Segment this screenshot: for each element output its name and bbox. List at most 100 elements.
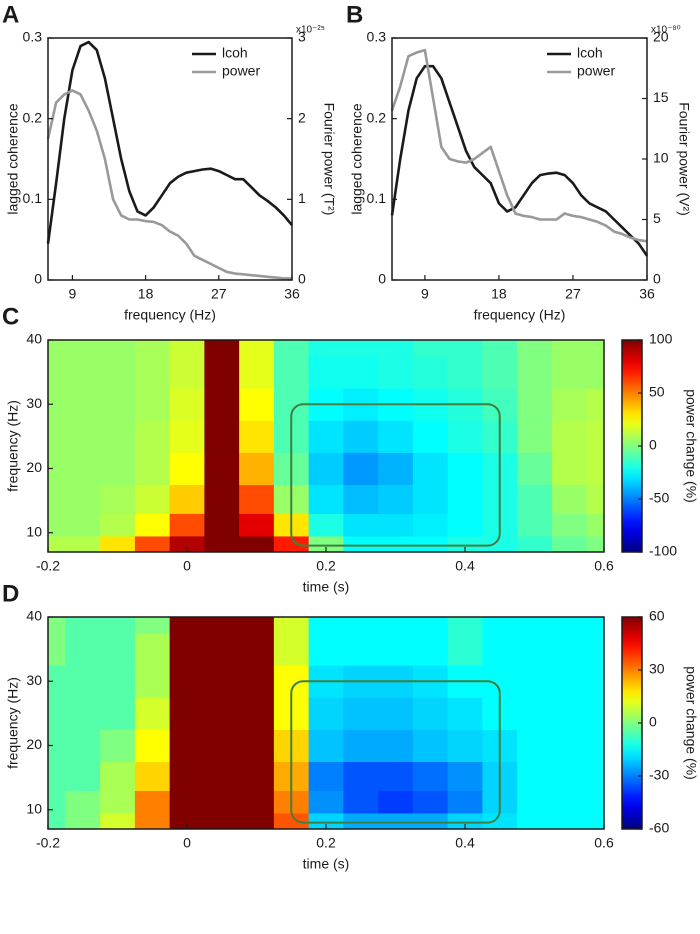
heat-cell	[65, 812, 101, 830]
colorbar-tick-label: -100	[649, 543, 677, 559]
heat-cell	[100, 420, 136, 453]
heat-cell	[134, 356, 171, 389]
heat-cell	[517, 452, 553, 486]
legend-label: lcoh	[222, 45, 248, 61]
heat-cell	[65, 633, 101, 666]
heat-cell	[65, 535, 101, 553]
y2-tick-label: 1	[298, 190, 306, 206]
heat-cell	[343, 633, 379, 666]
heat-cell	[239, 761, 275, 791]
heat-cell	[48, 790, 66, 814]
heat-cell	[134, 513, 171, 537]
heat-cell	[204, 452, 240, 486]
heat-cell	[65, 697, 101, 730]
heat-cell	[551, 356, 588, 389]
heat-cell	[551, 340, 588, 357]
heat-cell	[65, 420, 101, 453]
x-tick-label: 27	[565, 286, 581, 302]
heat-cell	[204, 761, 240, 791]
heat-cell	[517, 697, 553, 730]
heat-cell	[517, 340, 553, 357]
heat-cell	[482, 633, 518, 666]
heat-cell	[273, 356, 310, 389]
y-tick-label: 0.2	[367, 109, 387, 125]
heat-cell	[48, 484, 66, 514]
heat-cell	[48, 452, 66, 486]
heat-cell	[447, 617, 483, 634]
heat-cell	[65, 513, 101, 537]
x-tick-label: -0.2	[36, 558, 60, 574]
x-tick-label: 9	[69, 286, 77, 302]
heat-cell	[204, 535, 240, 553]
heat-cell	[343, 790, 379, 814]
heat-cell	[551, 812, 588, 830]
heat-cell	[134, 812, 171, 830]
heat-cell	[65, 452, 101, 486]
heat-cell	[169, 665, 205, 698]
heat-cell	[169, 356, 205, 389]
heat-cell	[134, 535, 171, 553]
heat-cell	[273, 633, 310, 666]
heat-cell	[447, 812, 483, 830]
heat-cell	[100, 761, 136, 791]
heat-cell	[65, 665, 101, 698]
heat-cell	[169, 633, 205, 666]
heat-cell	[239, 356, 275, 389]
heat-cell	[134, 665, 171, 698]
heat-cell	[586, 812, 605, 830]
heat-cell	[412, 484, 449, 514]
heat-cell	[169, 340, 205, 357]
heat-cell	[586, 484, 605, 514]
heat-cell	[308, 356, 344, 389]
colorbar-tick-label: 100	[649, 331, 673, 347]
heat-cell	[100, 356, 136, 389]
x-tick-label: 18	[491, 286, 507, 302]
heat-cell	[204, 790, 240, 814]
heat-cell	[343, 484, 379, 514]
y2-tick-label: 0	[653, 271, 661, 287]
heat-cell	[551, 484, 588, 514]
series-line	[390, 64, 649, 257]
heat-cell	[586, 729, 605, 763]
colorbar-label: power change (%)	[683, 389, 699, 503]
y-tick-label: 40	[26, 608, 42, 624]
heat-cell	[378, 356, 414, 389]
y2-exponent: x10⁻⁸⁰	[651, 25, 681, 36]
heat-cell	[100, 665, 136, 698]
heat-cell	[378, 697, 414, 730]
heat-cell	[204, 420, 240, 453]
heat-cell	[586, 535, 605, 553]
heat-cell	[100, 535, 136, 553]
y2-tick-label: 2	[298, 109, 306, 125]
y-axis-label: lagged coherence	[349, 103, 365, 215]
heat-cell	[169, 729, 205, 763]
heat-cell	[204, 665, 240, 698]
heat-cell	[134, 340, 171, 357]
y-axis-label: frequency (Hz)	[5, 677, 21, 769]
heat-cell	[551, 420, 588, 453]
heat-cell	[134, 697, 171, 730]
heat-cell	[551, 388, 588, 421]
heat-cell	[48, 697, 66, 730]
heat-cell	[239, 452, 275, 486]
heat-cell	[134, 452, 171, 486]
heat-cell	[412, 535, 449, 553]
y2-axis-label: Fourier power (T²)	[321, 103, 337, 216]
heat-cell	[482, 356, 518, 389]
heat-cell	[517, 535, 553, 553]
heat-cell	[100, 790, 136, 814]
y-tick-label: 20	[26, 736, 42, 752]
heat-cell	[65, 790, 101, 814]
heat-cell	[551, 535, 588, 553]
heat-cell	[447, 633, 483, 666]
heat-cell	[204, 617, 240, 634]
legend-label: lcoh	[577, 45, 603, 61]
heat-cell	[447, 790, 483, 814]
heat-cell	[586, 761, 605, 791]
y2-tick-label: 15	[653, 89, 669, 105]
heat-cell	[482, 812, 518, 830]
heat-cell	[412, 729, 449, 763]
heat-cell	[517, 761, 553, 791]
heat-cell	[273, 535, 310, 553]
heat-cell	[517, 388, 553, 421]
